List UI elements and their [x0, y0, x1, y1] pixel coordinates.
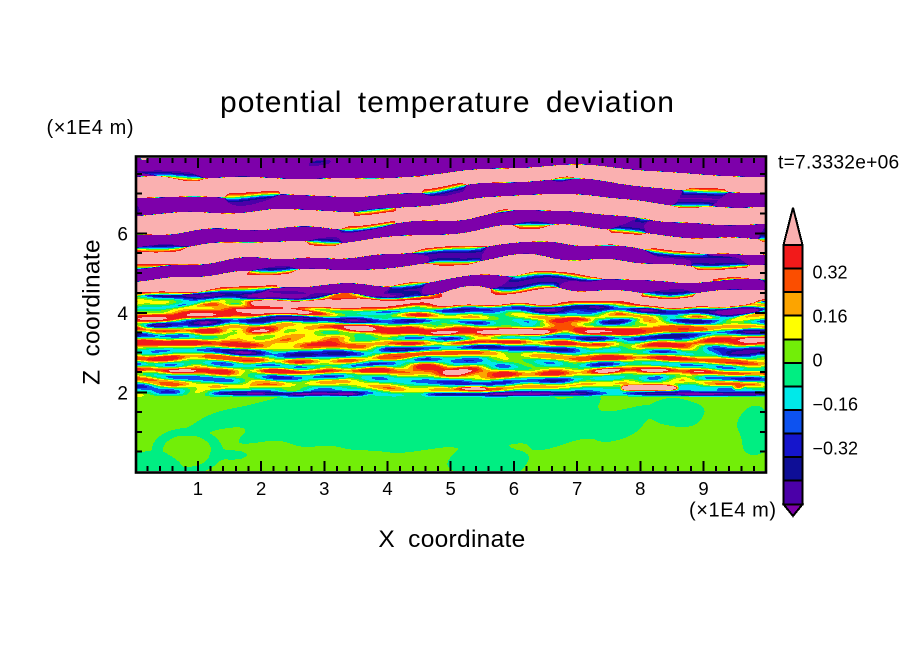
svg-text:0: 0	[813, 351, 823, 371]
svg-text:(×1E4 m): (×1E4 m)	[47, 117, 135, 139]
svg-text:4: 4	[382, 478, 392, 499]
svg-text:2: 2	[256, 478, 266, 499]
svg-text:9: 9	[698, 478, 708, 499]
svg-text:−0.32: −0.32	[813, 439, 859, 459]
svg-text:(×1E4 m): (×1E4 m)	[689, 500, 777, 522]
svg-text:0.32: 0.32	[813, 263, 848, 283]
svg-text:8: 8	[635, 478, 645, 499]
svg-text:potential temperature deviatio: potential temperature deviation	[220, 86, 675, 119]
svg-text:3: 3	[319, 478, 329, 499]
svg-text:X coordinate: X coordinate	[378, 526, 525, 553]
svg-text:7: 7	[572, 478, 582, 499]
svg-text:−0.16: −0.16	[813, 395, 859, 415]
svg-text:4: 4	[117, 304, 128, 325]
svg-text:2: 2	[117, 384, 128, 405]
svg-text:5: 5	[446, 478, 456, 499]
svg-text:t=7.3332e+06: t=7.3332e+06	[778, 153, 899, 174]
svg-text:6: 6	[509, 478, 519, 499]
svg-text:6: 6	[117, 225, 128, 246]
svg-text:0.16: 0.16	[813, 307, 848, 327]
svg-text:Z coordinate: Z coordinate	[79, 239, 106, 385]
svg-text:1: 1	[193, 478, 203, 499]
